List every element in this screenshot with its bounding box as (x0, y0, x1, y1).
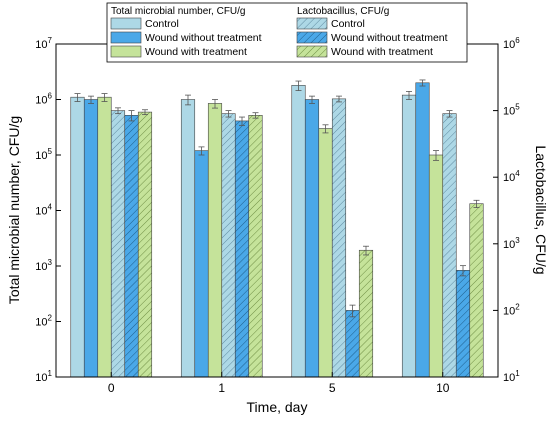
legend-swatch-total-wound-with-treatment (110, 45, 142, 58)
left-axis-tick-label: 102 (35, 314, 52, 329)
bar-lactobacillus-control-day-5 (331, 98, 347, 378)
right-axis-tick-label: 106 (503, 36, 520, 51)
bar-lactobacillus-wound-with-treatment-day-5 (358, 249, 374, 378)
right-axis-tick-label: 105 (503, 103, 520, 118)
bar-total-wound-without-treatment-day-10 (415, 82, 430, 378)
y-axis-label-left: Total microbial number, CFU/g (6, 116, 22, 304)
legend-label-total-control: Control (145, 18, 179, 30)
bars-layer (70, 79, 484, 378)
bar-lactobacillus-wound-without-treatment-day-1 (234, 120, 250, 378)
bar-lactobacillus-wound-without-treatment-day-10 (455, 270, 471, 378)
bar-total-wound-without-treatment-day-1 (194, 150, 209, 378)
legend-title-total: Total microbial number, CFU/g (111, 6, 246, 17)
bar-lactobacillus-wound-without-treatment-day-5 (345, 310, 360, 378)
bar-total-wound-with-treatment-day-1 (207, 103, 223, 378)
legend-label-total-wound-with-treatment: Wound with treatment (145, 46, 247, 58)
legend-label-lactobacillus-wound-with-treatment: Wound with treatment (331, 46, 433, 58)
bar-lactobacillus-wound-without-treatment-day-0 (124, 115, 139, 378)
legend-label-total-wound-without-treatment: Wound without treatment (145, 32, 262, 44)
bar-total-wound-with-treatment-day-5 (318, 128, 333, 378)
left-axis-tick-label: 105 (35, 147, 52, 162)
bar-lactobacillus-wound-with-treatment-day-1 (248, 115, 263, 378)
bar-total-control-day-0 (70, 96, 85, 378)
x-axis-tick-label: 1 (218, 381, 225, 395)
left-axis-tick-label: 101 (35, 369, 52, 384)
legend-frame (106, 2, 468, 63)
left-axis-tick-label: 103 (35, 258, 52, 273)
legend-label-lactobacillus-wound-without-treatment: Wound without treatment (331, 32, 448, 44)
bar-lactobacillus-wound-with-treatment-day-0 (137, 111, 153, 378)
bar-total-control-day-1 (180, 99, 196, 378)
x-axis-label: Time, day (247, 399, 308, 415)
bar-total-control-day-10 (401, 94, 417, 378)
right-axis-tick-label: 102 (503, 302, 520, 317)
bar-lactobacillus-control-day-0 (110, 110, 126, 378)
x-axis-tick-label: 5 (329, 381, 336, 395)
right-axis: 101 102 103 104 105 106 (493, 36, 520, 384)
bar-total-wound-with-treatment-day-0 (97, 96, 112, 378)
right-axis-tick-label: 103 (503, 236, 520, 251)
right-axis-tick-label: 101 (503, 369, 520, 384)
bar-total-wound-with-treatment-day-10 (428, 154, 444, 378)
y-axis-label-right: Lactobacillus, CFU/g (533, 145, 549, 274)
left-axis-tick-label: 104 (35, 203, 52, 218)
legend-label-lactobacillus-control: Control (331, 18, 365, 30)
right-axis-tick-label: 104 (503, 169, 520, 184)
left-axis-tick-label: 106 (35, 92, 52, 107)
bar-lactobacillus-control-day-10 (442, 113, 457, 378)
legend-swatch-lactobacillus-wound-with-treatment (296, 45, 328, 58)
legend-title-lactobacillus: Lactobacillus, CFU/g (297, 6, 389, 17)
legend: Total microbial number, CFU/g Lactobacil… (106, 2, 468, 63)
bar-total-control-day-5 (291, 85, 306, 378)
legend-swatch-total-control (110, 17, 142, 30)
legend-swatch-lactobacillus-wound-without-treatment (296, 31, 328, 44)
left-axis: 101 102 103 104 105 106 107 (35, 36, 61, 384)
left-axis-tick-label: 107 (35, 36, 52, 51)
x-axis-tick-label: 10 (436, 381, 450, 395)
x-axis-tick-label: 0 (108, 381, 115, 395)
bar-lactobacillus-wound-with-treatment-day-10 (469, 203, 484, 378)
bar-total-wound-without-treatment-day-5 (304, 99, 320, 378)
legend-swatch-lactobacillus-control (296, 17, 328, 30)
legend-swatch-total-wound-without-treatment (110, 31, 142, 44)
bar-total-wound-without-treatment-day-0 (83, 99, 99, 378)
legend-items: Control Wound without treatment Wound with… (110, 17, 448, 58)
bar-lactobacillus-control-day-1 (221, 113, 236, 378)
x-axis: 0 1 5 10 (108, 372, 450, 395)
